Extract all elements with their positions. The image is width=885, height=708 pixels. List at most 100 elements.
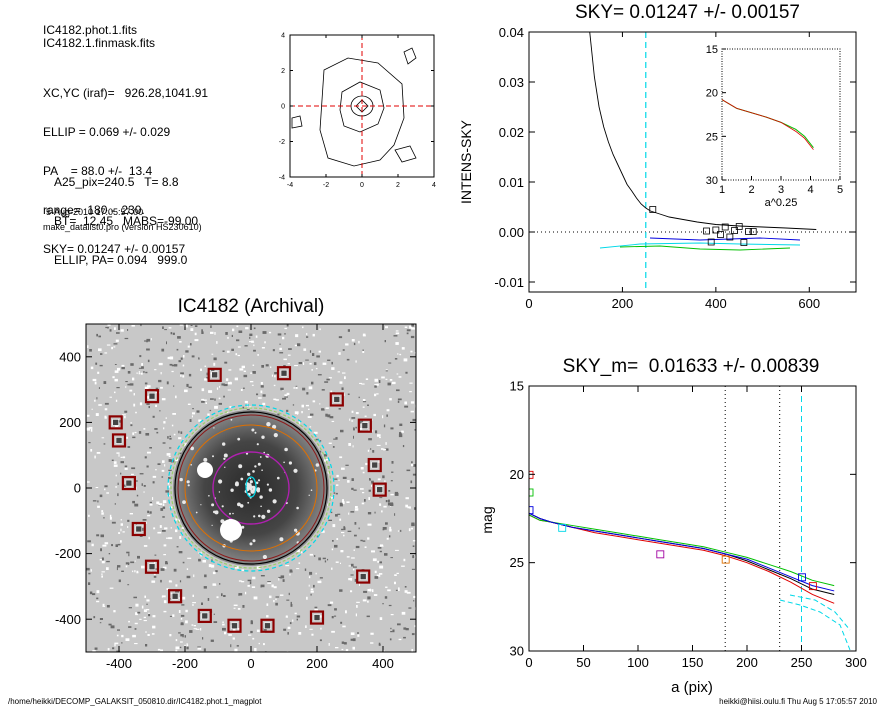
noise-speck — [317, 374, 322, 376]
noise-speck — [406, 332, 409, 335]
noise-speck — [134, 622, 138, 625]
noise-speck — [163, 600, 167, 604]
noise-speck — [340, 550, 344, 553]
noise-speck — [392, 629, 395, 633]
noise-speck — [286, 599, 290, 601]
sky-ticks: 0 200 400 600 -0.01 0.00 0.01 0.02 0.03 0.04 — [494, 25, 856, 311]
noise-speck — [100, 353, 103, 355]
noise-speck — [341, 528, 344, 531]
noise-speck — [329, 416, 334, 419]
noise-speck — [271, 374, 273, 377]
x-tick-label: 200 — [612, 296, 634, 311]
noise-speck — [166, 588, 169, 590]
noise-speck — [320, 440, 322, 442]
isophote-outer-green — [170, 407, 332, 569]
noise-speck — [109, 396, 112, 398]
noise-speck — [124, 467, 128, 470]
noise-speck — [330, 390, 333, 393]
noise-speck — [146, 341, 148, 343]
header-files: IC4182.phot.1.fits IC4182.1.finmask.fits — [43, 24, 155, 50]
noise-speck — [242, 605, 245, 608]
noise-speck — [187, 345, 190, 348]
noise-speck — [394, 493, 399, 496]
noise-speck — [261, 365, 264, 368]
galaxy-speck — [245, 452, 249, 455]
noise-speck — [358, 340, 360, 344]
noise-speck — [332, 446, 335, 448]
noise-speck — [334, 608, 337, 611]
noise-speck — [150, 338, 152, 341]
noise-speck — [213, 621, 218, 623]
noise-speck — [279, 347, 282, 351]
noise-speck — [362, 350, 365, 353]
noise-speck — [186, 575, 191, 579]
noise-speck — [412, 545, 415, 547]
noise-speck — [326, 378, 330, 381]
noise-speck — [335, 647, 339, 649]
noise-speck — [275, 598, 277, 601]
noise-speck — [177, 519, 180, 522]
noise-speck — [274, 375, 276, 378]
noise-speck — [109, 516, 112, 520]
noise-speck — [340, 562, 341, 564]
noise-speck — [350, 590, 353, 593]
noise-speck — [389, 638, 392, 641]
noise-speck — [414, 507, 416, 510]
y-tick-label: 400 — [59, 349, 81, 364]
noise-speck — [232, 328, 235, 332]
noise-speck — [204, 574, 207, 578]
noise-speck — [333, 615, 337, 617]
noise-speck — [330, 511, 333, 514]
noise-speck — [343, 527, 346, 531]
noise-speck — [102, 603, 105, 607]
noise-speck — [390, 614, 394, 616]
noise-speck — [412, 418, 416, 422]
noise-speck — [256, 393, 259, 396]
mag-series — [529, 512, 835, 604]
noise-speck — [242, 406, 245, 409]
noise-speck — [152, 415, 155, 418]
y-tick-label: 2 — [281, 68, 285, 75]
noise-speck — [158, 503, 163, 505]
noise-speck — [98, 335, 101, 338]
noise-speck — [307, 416, 312, 418]
noise-speck — [245, 591, 247, 595]
noise-speck — [170, 332, 173, 335]
noise-speck — [282, 389, 284, 392]
noise-speck — [169, 363, 173, 366]
noise-speck — [341, 532, 345, 534]
noise-speck — [154, 554, 157, 556]
noise-speck — [414, 555, 416, 559]
noise-speck — [390, 627, 392, 630]
galaxy-speck — [237, 437, 241, 441]
noise-speck — [218, 397, 221, 400]
noise-speck — [134, 503, 139, 507]
noise-speck — [414, 352, 416, 354]
x-tick-label: 0 — [360, 182, 364, 189]
noise-speck — [222, 350, 225, 352]
noise-speck — [310, 593, 312, 596]
isophote-magenta — [212, 451, 290, 525]
noise-speck — [377, 478, 381, 481]
noise-speck — [211, 353, 214, 355]
noise-speck — [214, 332, 216, 335]
x-tick-label: -400 — [106, 656, 132, 671]
noise-speck — [289, 570, 293, 573]
noise-speck — [410, 335, 415, 339]
noise-speck — [151, 633, 155, 635]
noise-speck — [104, 485, 108, 488]
noise-speck — [337, 513, 341, 515]
header-file-line: IC4182.phot.1.fits — [43, 23, 138, 37]
noise-speck — [186, 568, 189, 570]
noise-speck — [114, 327, 116, 330]
noise-speck — [321, 408, 325, 411]
noise-speck — [342, 349, 345, 351]
noise-speck — [331, 420, 335, 422]
noise-speck — [228, 634, 232, 636]
noise-speck — [288, 348, 292, 350]
noise-speck — [159, 410, 161, 412]
noise-speck — [90, 366, 94, 370]
noise-speck — [249, 581, 252, 585]
noise-speck — [357, 634, 360, 637]
noise-speck — [165, 490, 169, 493]
